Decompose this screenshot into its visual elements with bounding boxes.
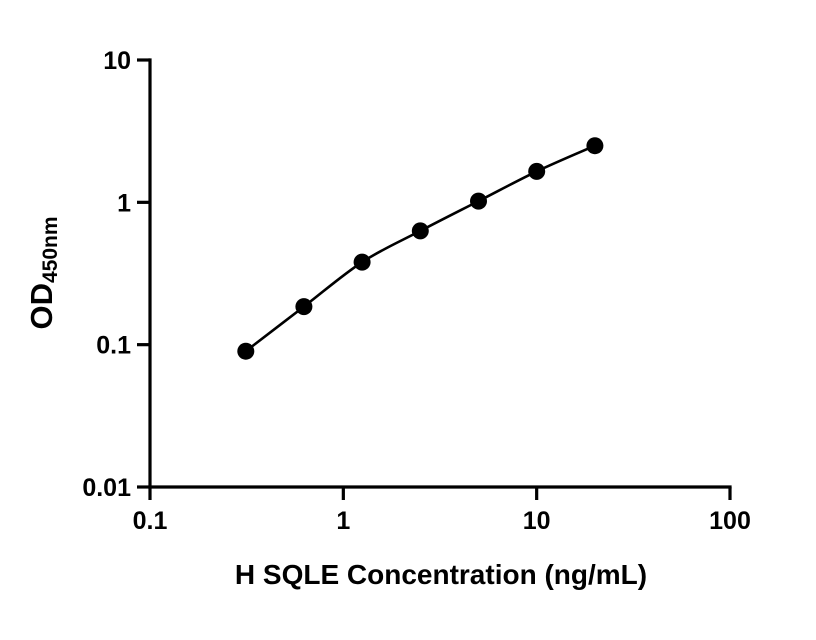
x-tick-label: 1 <box>336 507 350 535</box>
data-point-marker <box>470 192 487 210</box>
y-axis-title-subscript: 450nm <box>39 216 62 283</box>
x-tick-label: 100 <box>709 507 751 535</box>
y-tick-label: 0.1 <box>96 332 131 360</box>
data-point-marker <box>353 253 371 271</box>
y-tick-label: 1 <box>117 189 131 217</box>
data-point-marker <box>586 137 604 155</box>
data-point-marker <box>528 162 546 180</box>
y-tick-label: 0.01 <box>82 474 131 502</box>
data-point-marker <box>237 342 255 360</box>
x-tick-label: 10 <box>523 507 551 535</box>
data-point-marker <box>295 298 313 316</box>
y-axis-title: OD450nm <box>24 216 62 329</box>
x-tick-label: 0.1 <box>133 507 168 535</box>
x-axis-title: H SQLE Concentration (ng/mL) <box>235 559 647 590</box>
y-axis-title-main: OD <box>24 283 59 330</box>
y-tick-label: 10 <box>103 47 131 75</box>
data-point-marker <box>411 222 429 240</box>
